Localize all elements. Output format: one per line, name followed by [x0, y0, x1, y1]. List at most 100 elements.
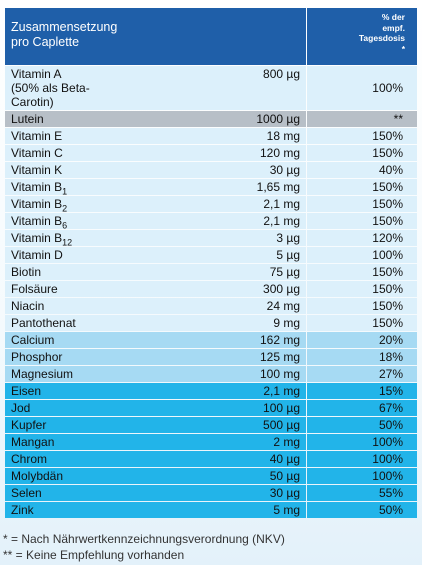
- percent-cell: 100%: [307, 451, 417, 467]
- table-row: Molybdän 50 µg 100%: [5, 468, 417, 484]
- percent: 150%: [372, 180, 403, 194]
- header-line: *: [401, 43, 405, 54]
- amount: 1,65 mg: [256, 180, 300, 194]
- percent: 150%: [372, 197, 403, 211]
- percent-cell: 15%: [307, 383, 417, 399]
- nutrient-name: Vitamin D: [11, 247, 63, 263]
- nutrient-name: Pantothenat: [11, 315, 76, 331]
- amount: 40 µg: [269, 452, 300, 466]
- percent: 150%: [372, 282, 403, 296]
- percent: 100%: [372, 469, 403, 483]
- amount: 1000 µg: [256, 112, 300, 126]
- percent: **: [393, 112, 403, 126]
- table-row: Mangan 2 mg 100%: [5, 434, 417, 450]
- percent: 150%: [372, 299, 403, 313]
- name-cell: Chrom 40 µg: [5, 451, 306, 467]
- table-row: Selen 30 µg 55%: [5, 485, 417, 501]
- name-text: Vitamin B: [11, 197, 63, 211]
- table-row: Biotin 75 µg 150%: [5, 264, 417, 280]
- table-row: Pantothenat 9 mg 150%: [5, 315, 417, 331]
- percent: 120%: [372, 231, 403, 245]
- name-cell: Vitamin A (50% als Beta- Carotin) 800 µg: [5, 66, 306, 110]
- name-cell: Phosphor 125 mg: [5, 349, 306, 365]
- percent-cell: 27%: [307, 366, 417, 382]
- nutrient-name: Niacin: [11, 298, 44, 314]
- name-line: (50% als Beta-: [11, 81, 90, 95]
- nutrient-name: Biotin: [11, 264, 41, 280]
- nutrient-name: Kupfer: [11, 417, 46, 433]
- amount: 100 mg: [259, 367, 300, 381]
- nutrient-name: Phosphor: [11, 349, 62, 365]
- table-row: Vitamin E 18 mg 150%: [5, 128, 417, 144]
- name-subscript: 2: [62, 203, 68, 214]
- nutrition-table: Zusammensetzung pro Caplette % der empf.…: [5, 8, 417, 519]
- header-left: Zusammensetzung pro Caplette: [5, 8, 306, 65]
- name-line: Vitamin A: [11, 67, 62, 81]
- percent-cell: 20%: [307, 332, 417, 348]
- footnote: * = Nach Nährwertkennzeichnungsverordnun…: [3, 532, 285, 546]
- percent-cell: 67%: [307, 400, 417, 416]
- table-row: Vitamin B12 3 µg 120%: [5, 230, 417, 248]
- nutrient-name: Vitamin B1: [11, 179, 68, 197]
- amount: 2,1 mg: [263, 197, 300, 211]
- amount: 2,1 mg: [263, 384, 300, 398]
- name-subscript: 12: [62, 237, 73, 248]
- percent: 18%: [378, 350, 403, 364]
- percent: 150%: [372, 265, 403, 279]
- table-row: Vitamin K 30 µg 40%: [5, 162, 417, 178]
- table-row: Vitamin B2 2,1 mg 150%: [5, 196, 417, 214]
- name-subscript: 1: [62, 186, 68, 197]
- table-row: Vitamin B6 2,1 mg 150%: [5, 213, 417, 230]
- footnote: ** = Keine Empfehlung vorhanden: [3, 548, 185, 562]
- name-cell: Niacin 24 mg: [5, 298, 306, 314]
- percent: 150%: [372, 214, 403, 228]
- name-cell: Biotin 75 µg: [5, 264, 306, 280]
- name-text: Niacin: [11, 299, 45, 313]
- percent-cell: 150%: [307, 145, 417, 161]
- percent-cell: 150%: [307, 128, 417, 144]
- header-line: Tagesdosis: [358, 33, 405, 43]
- amount: 100 µg: [263, 401, 300, 415]
- percent-cell: 100%: [307, 66, 417, 110]
- percent-cell: 50%: [307, 417, 417, 433]
- amount: 24 mg: [266, 299, 300, 313]
- percent: 67%: [378, 401, 403, 415]
- table-row: Folsäure 300 µg 150%: [5, 281, 417, 297]
- name-cell: Magnesium 100 mg: [5, 366, 306, 382]
- percent: 55%: [378, 486, 403, 500]
- name-text: Magnesium: [11, 367, 74, 381]
- percent-cell: 120%: [307, 230, 417, 246]
- name-text: Phosphor: [11, 350, 63, 364]
- name-text: Calcium: [11, 333, 55, 347]
- table-row: Lutein 1000 µg **: [5, 111, 417, 127]
- nutrient-name: Eisen: [11, 383, 41, 399]
- name-cell: Molybdän 50 µg: [5, 468, 306, 484]
- name-text: Vitamin C: [11, 146, 63, 160]
- table-row: Calcium 162 mg 20%: [5, 332, 417, 348]
- nutrient-name: Vitamin E: [11, 128, 62, 144]
- table-row: Vitamin D 5 µg 100%: [5, 247, 417, 263]
- percent: 150%: [372, 316, 403, 330]
- nutrient-name: Vitamin A (50% als Beta- Carotin): [11, 67, 90, 109]
- name-text: Mangan: [11, 435, 55, 449]
- nutrient-name: Mangan: [11, 434, 54, 450]
- name-cell: Mangan 2 mg: [5, 434, 306, 450]
- percent-cell: 100%: [307, 434, 417, 450]
- percent: 20%: [378, 333, 403, 347]
- name-text: Zink: [11, 503, 34, 517]
- name-text: Selen: [11, 486, 42, 500]
- nutrient-name: Folsäure: [11, 281, 58, 297]
- nutrient-name: Vitamin B12: [11, 230, 73, 248]
- name-cell: Calcium 162 mg: [5, 332, 306, 348]
- table-row: Chrom 40 µg 100%: [5, 451, 417, 467]
- table-row: Kupfer 500 µg 50%: [5, 417, 417, 433]
- name-text: Folsäure: [11, 282, 58, 296]
- amount: 125 mg: [259, 350, 300, 364]
- nutrient-name: Jod: [11, 400, 30, 416]
- name-cell: Vitamin B12 3 µg: [5, 230, 306, 248]
- percent: 100%: [372, 248, 403, 262]
- amount: 2,1 mg: [263, 214, 300, 228]
- percent-cell: 150%: [307, 315, 417, 331]
- percent: 100%: [372, 81, 403, 95]
